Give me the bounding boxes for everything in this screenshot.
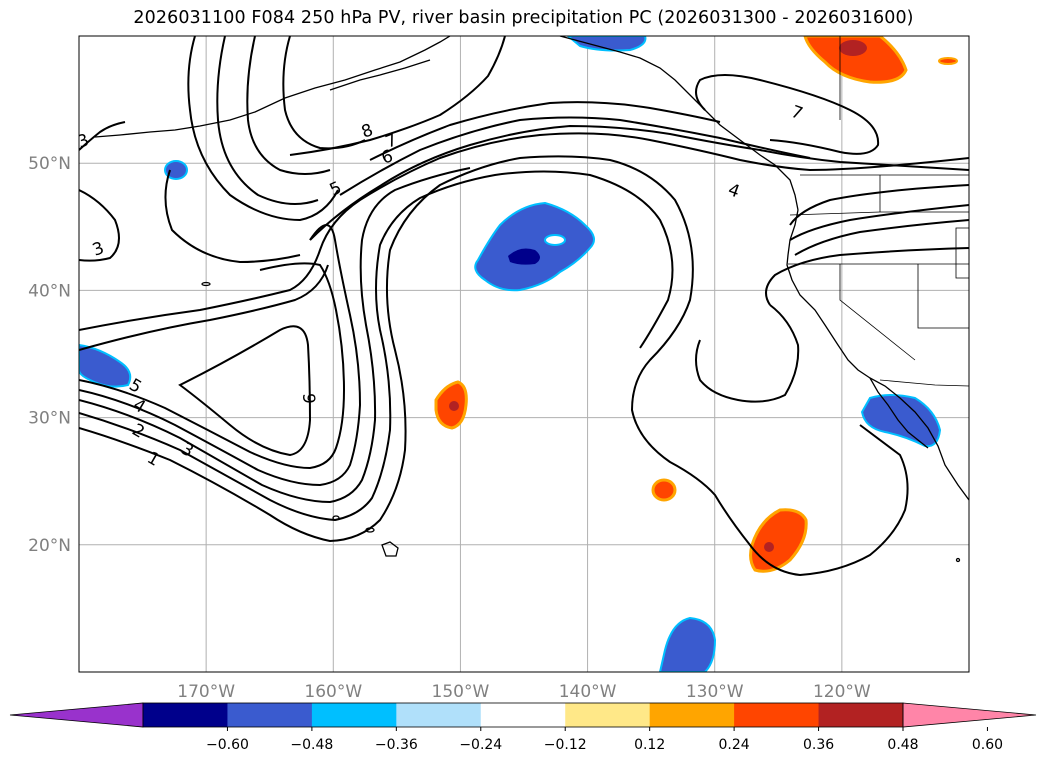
colorbar-tick-label: −0.24 (459, 737, 502, 753)
precip-negative-central (474, 201, 595, 292)
colorbar-segment (396, 703, 482, 727)
colorbar-segment (734, 703, 820, 727)
precip-positive-northeast (803, 36, 908, 84)
lon-tick-label: 160°W (304, 682, 362, 702)
colorbar-extend-high (902, 702, 1037, 728)
colorbar-segment (311, 703, 397, 727)
map-title: 2026031100 F084 250 hPa PV, river basin … (133, 8, 914, 28)
coastline-baja (869, 377, 929, 449)
pv-contour-upper-1 (79, 132, 969, 331)
pv-contour-east-4 (695, 74, 880, 155)
border-us-mexico (879, 379, 969, 387)
precip-positive-hawaii-core (449, 401, 459, 411)
latitude-labels: 50°N 40°N 30°N 20°N (28, 154, 71, 556)
pv-contour-west-2 (216, 36, 319, 205)
pv-contour-east-bend-2 (789, 204, 969, 241)
map-background (79, 36, 969, 672)
lon-tick-label: 170°W (177, 682, 235, 702)
lon-tick-label: 130°W (686, 682, 744, 702)
precipitation-shading (79, 36, 958, 672)
coastline-alaska-peninsula (329, 59, 431, 91)
colorbar-tick-label: −0.48 (290, 737, 333, 753)
colorbar-tick-label: 0.60 (972, 737, 1003, 753)
precip-negative-central-core (508, 248, 540, 265)
coastline-aleutians (94, 36, 451, 138)
colorbar-tick-label: −0.12 (544, 737, 587, 753)
pv-contour-4 (79, 224, 362, 487)
map-frame (78, 35, 970, 673)
pv-contour-west-4 (282, 36, 366, 150)
precip-negative-baja (860, 394, 942, 448)
colorbar-tick-label: −0.60 (206, 737, 249, 753)
pv-contour-east-bend-1 (789, 184, 969, 226)
pv-contour-2 (79, 170, 674, 522)
precip-negative-west (79, 343, 132, 388)
gridlines (79, 36, 969, 672)
pv-contour-upper-5 (369, 101, 721, 161)
colorbar-segment (480, 703, 566, 727)
pv-contour-3 (79, 167, 471, 504)
precip-positive-northeast-core (839, 40, 867, 56)
precip-positive-subtropical (749, 508, 808, 573)
lon-tick-label: 120°W (813, 682, 871, 702)
lon-tick-label: 140°W (559, 682, 617, 702)
lon-tick-label: 150°W (432, 682, 490, 702)
colorbar-extend-low (9, 702, 144, 728)
colorbar-segment (143, 703, 228, 727)
border-state-3 (839, 264, 916, 361)
colorbar-tick-labels: −0.60 −0.48 −0.36 −0.24 −0.12 0.12 0.24 0.36 0.4… (206, 727, 1003, 753)
lat-tick-label: 40°N (28, 281, 71, 301)
coastline-us-west (786, 209, 969, 501)
colorbar-tick-label: −0.36 (375, 737, 418, 753)
coastline-hawaii-big (381, 541, 399, 557)
pv-contour-east-s (695, 304, 800, 403)
border-state-4 (917, 264, 969, 329)
precip-negative-south (658, 616, 717, 672)
lat-tick-label: 30°N (28, 409, 71, 429)
colorbar-segment (818, 703, 904, 727)
pv-contour-left-3 (79, 189, 120, 262)
precip-positive-tiny (938, 57, 958, 65)
colorbar-tick-label: 0.12 (634, 737, 665, 753)
colorbar-segment (565, 703, 651, 727)
lat-tick-label: 50°N (28, 154, 71, 174)
pv-contour-5 (79, 262, 346, 470)
pv-contour-9 (178, 325, 312, 457)
colorbar (9, 702, 1037, 728)
pv-contour-upper-4 (339, 116, 811, 196)
colorbar-frame (142, 702, 904, 728)
pv-contour-west-5 (164, 169, 301, 264)
pv-contour-east-lower (765, 247, 969, 306)
colorbar-tick-label: 0.36 (803, 737, 834, 753)
precip-negative-alaska (566, 36, 647, 52)
pv-contour-upper-3 (309, 124, 969, 241)
border-state-6 (955, 227, 969, 279)
pv-contour-upper-2 (79, 264, 329, 351)
precip-positive-small (651, 478, 677, 502)
contour-label-9: 9 (298, 393, 318, 404)
pv-contour-east-bend-3 (794, 219, 969, 256)
coastline-island-guadalupe (955, 557, 961, 563)
colorbar-segment (649, 703, 735, 727)
coastline-island (201, 281, 211, 287)
colorbar-segment (227, 703, 313, 727)
pv-contours (79, 36, 969, 577)
pv-contour-west-3 (246, 36, 331, 175)
political-borders (788, 36, 969, 387)
colorbar-tick-label: 0.24 (719, 737, 750, 753)
precip-negative-small (164, 160, 188, 180)
pv-contour-west-1 (187, 36, 339, 222)
pv-contour-1 (79, 155, 909, 577)
longitude-labels: 170°W 160°W 150°W 140°W 130°W 120°W (177, 682, 871, 702)
colorbar-tick-label: 0.48 (887, 737, 918, 753)
pv-contour-left-3b (79, 121, 126, 151)
precip-central-hole (544, 234, 566, 246)
lat-tick-label: 20°N (28, 536, 71, 556)
precip-positive-subtropical-core (764, 542, 774, 552)
